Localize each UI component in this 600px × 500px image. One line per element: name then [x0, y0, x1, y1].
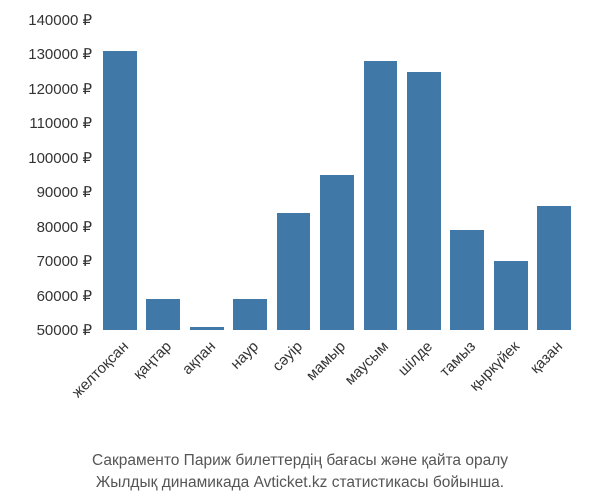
y-axis-tick: 140000 ₽ [28, 11, 92, 29]
x-axis-tick: қазан [527, 338, 566, 377]
bar [146, 299, 180, 330]
x-axis-tick: маусым [342, 338, 393, 389]
x-axis-tick: сәуір [269, 338, 306, 375]
bar [103, 51, 137, 330]
x-axis-tick: ақпан [179, 338, 219, 378]
y-axis-tick: 100000 ₽ [28, 149, 92, 167]
x-axis-tick: қаңтар [130, 338, 175, 383]
bar [233, 299, 267, 330]
x-axis-tick: наур [227, 338, 262, 373]
bar [364, 61, 398, 330]
y-axis-tick: 120000 ₽ [28, 80, 92, 98]
caption-line: Сакраменто Париж билеттердің бағасы және… [92, 452, 508, 469]
bar [407, 72, 441, 330]
chart-caption: Сакраменто Париж билеттердің бағасы және… [0, 450, 600, 493]
y-axis-tick: 130000 ₽ [28, 45, 92, 63]
bar [494, 261, 528, 330]
y-axis-tick: 50000 ₽ [37, 321, 92, 339]
bar [450, 230, 484, 330]
y-axis-tick: 110000 ₽ [29, 114, 92, 132]
y-axis-tick: 90000 ₽ [37, 183, 92, 201]
bar [277, 213, 311, 330]
bar [190, 327, 224, 330]
bar [320, 175, 354, 330]
price-chart: Сакраменто Париж билеттердің бағасы және… [0, 0, 600, 500]
bar [537, 206, 571, 330]
x-axis-tick: шілде [395, 338, 436, 379]
y-axis-tick: 60000 ₽ [37, 287, 92, 305]
y-axis-tick: 80000 ₽ [37, 218, 92, 236]
x-axis-tick: желтоқсан [69, 338, 132, 401]
caption-line: Жылдық динамикада Avticket.kz статистика… [96, 474, 504, 491]
y-axis-tick: 70000 ₽ [37, 252, 92, 270]
plot-area [98, 20, 576, 330]
